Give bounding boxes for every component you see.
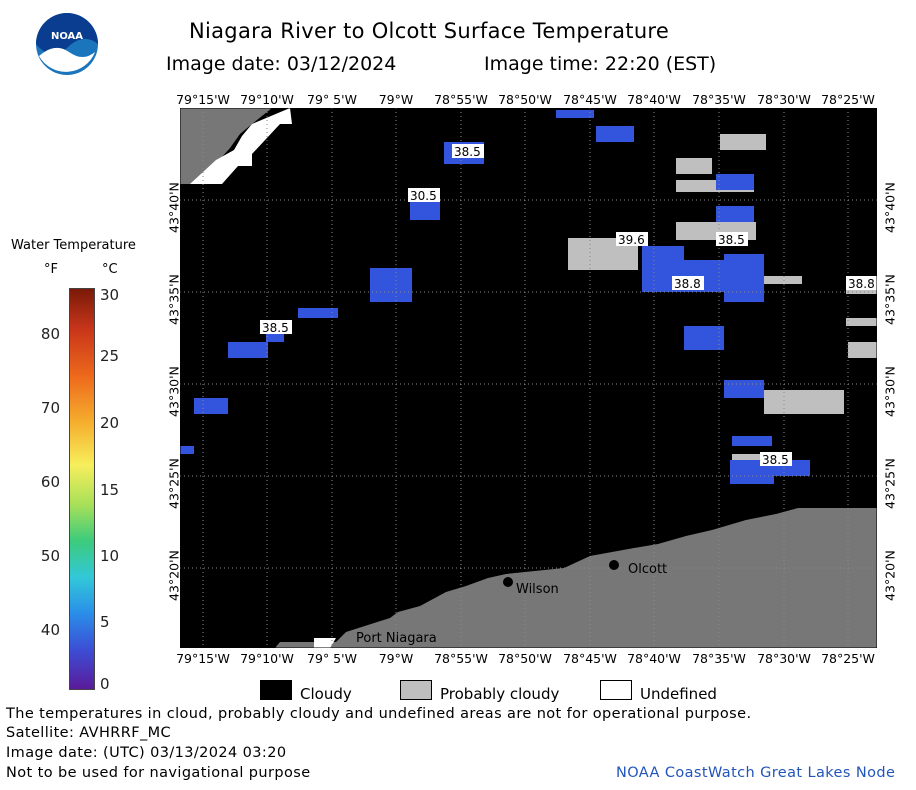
colorbar-c-tick: 5: [100, 613, 110, 631]
graticule: [180, 108, 877, 648]
lon-label-top: 79° 5'W: [307, 92, 357, 107]
legend-undefined-label: Undefined: [640, 685, 717, 703]
temperature-label-bg: [452, 144, 484, 158]
lon-label-top: 78°40'W: [627, 92, 681, 107]
lon-label-bottom: 78°50'W: [498, 651, 552, 666]
lat-label-left: 43°30'N: [166, 366, 182, 417]
lon-label-bottom: 79°10'W: [240, 651, 294, 666]
lat-label-right: 43°20'N: [882, 550, 898, 601]
colorbar-c-tick: 30: [100, 286, 120, 304]
image-time: Image time: 22:20 (EST): [484, 53, 717, 75]
place-port-niagara: Port Niagara: [356, 631, 437, 646]
temperature-label-bg: [846, 276, 877, 290]
legend-cloudy-label: Cloudy: [300, 685, 352, 703]
lat-label-right: 43°25'N: [882, 458, 898, 509]
map-title: Niagara River to Olcott Surface Temperat…: [189, 19, 670, 43]
temperature-label: 38.5: [718, 233, 745, 247]
lon-label-bottom: 78°40'W: [627, 651, 681, 666]
lat-label-left: 43°40'N: [166, 182, 182, 233]
temperature-label: 30.5: [410, 189, 437, 203]
lon-label-bottom: 79°15'W: [176, 651, 230, 666]
temperature-label: 38.5: [454, 145, 481, 159]
temperature-label-bg: [672, 276, 704, 290]
colorbar-f-tick: 40: [40, 621, 60, 639]
colorbar-unit-f: °F: [44, 262, 58, 277]
undefined-area: [190, 108, 292, 184]
place-wilson: Wilson: [516, 582, 559, 597]
lon-label-top: 78°50'W: [498, 92, 552, 107]
lon-label-top: 79°W: [378, 92, 414, 107]
lon-label-bottom: 78°45'W: [563, 651, 617, 666]
lon-label-bottom: 78°25'W: [821, 651, 875, 666]
temperature-label: 38.8: [674, 277, 701, 291]
temperature-label: 38.5: [762, 453, 789, 467]
colorbar-f-tick: 60: [40, 473, 60, 491]
colorbar-f-tick: 80: [40, 325, 60, 343]
lon-label-top: 78°30'W: [757, 92, 811, 107]
lon-label-top: 79°15'W: [176, 92, 230, 107]
footer-utc-date: Image date: (UTC) 03/13/2024 03:20: [6, 745, 287, 761]
temperature-label-bg: [616, 232, 648, 246]
temperature-label: 38.8: [848, 277, 875, 291]
undefined-shore: [314, 638, 336, 648]
legend-probably-cloudy-label: Probably cloudy: [440, 685, 560, 703]
lat-label-right: 43°40'N: [882, 182, 898, 233]
colorbar-f-tick: 70: [40, 399, 60, 417]
lon-label-bottom: 78°30'W: [757, 651, 811, 666]
colorbar-c-tick: 15: [100, 481, 120, 499]
temperature-label: 38.5: [262, 321, 289, 335]
noaa-logo: NOAA: [36, 13, 98, 75]
colorbar-title: Water Temperature: [11, 238, 136, 253]
lon-label-top: 78°25'W: [821, 92, 875, 107]
temperature-label-bg: [716, 232, 748, 246]
lon-label-bottom: 78°35'W: [692, 651, 746, 666]
footer-nav-warning: Not to be used for navigational purpose: [6, 765, 311, 781]
olcott-marker: [609, 560, 619, 570]
place-olcott: Olcott: [628, 562, 667, 577]
footer-credit: NOAA CoastWatch Great Lakes Node: [616, 765, 896, 781]
temperature-label-bg: [760, 452, 792, 466]
temperature-label: 39.6: [618, 233, 645, 247]
colorbar-unit-c: °C: [102, 262, 118, 277]
lat-label-left: 43°20'N: [166, 550, 182, 601]
svg-text:NOAA: NOAA: [51, 31, 83, 42]
lon-label-top: 78°45'W: [563, 92, 617, 107]
colorbar-c-tick: 10: [100, 547, 120, 565]
legend-cloudy-swatch: [260, 680, 292, 700]
legend-probably-cloudy-swatch: [400, 680, 432, 700]
legend-undefined-swatch: [600, 680, 632, 700]
lon-label-bottom: 79°W: [378, 651, 414, 666]
lon-label-top: 79°10'W: [240, 92, 294, 107]
colorbar-c-tick: 20: [100, 414, 120, 432]
image-date: Image date: 03/12/2024: [166, 53, 397, 75]
colorbar-c-tick: 25: [100, 347, 120, 365]
colorbar-c-tick: 0: [100, 675, 110, 693]
footer-disclaimer: The temperatures in cloud, probably clou…: [6, 706, 752, 722]
temperature-labels: 38.5 30.5 39.6 38.5 38.8 38.8 38.5 38.5: [260, 144, 877, 467]
lat-label-right: 43°35'N: [882, 274, 898, 325]
lon-label-bottom: 79° 5'W: [307, 651, 357, 666]
lon-label-top: 78°55'W: [434, 92, 488, 107]
lon-label-bottom: 78°55'W: [434, 651, 488, 666]
footer-satellite: Satellite: AVHRRF_MC: [6, 725, 172, 741]
temperature-label-bg: [408, 188, 440, 202]
wilson-marker: [503, 577, 513, 587]
lat-label-right: 43°30'N: [882, 366, 898, 417]
lat-label-left: 43°25'N: [166, 458, 182, 509]
temperature-colorbar: [69, 288, 95, 690]
temperature-label-bg: [260, 320, 292, 334]
colorbar-f-tick: 50: [40, 547, 60, 565]
map-panel: 38.530.539.6 38.538.8 38.838.538.5 Olcott …: [180, 108, 877, 648]
lat-label-left: 43°35'N: [166, 274, 182, 325]
land-south-shore: [275, 508, 877, 648]
lon-label-top: 78°35'W: [692, 92, 746, 107]
